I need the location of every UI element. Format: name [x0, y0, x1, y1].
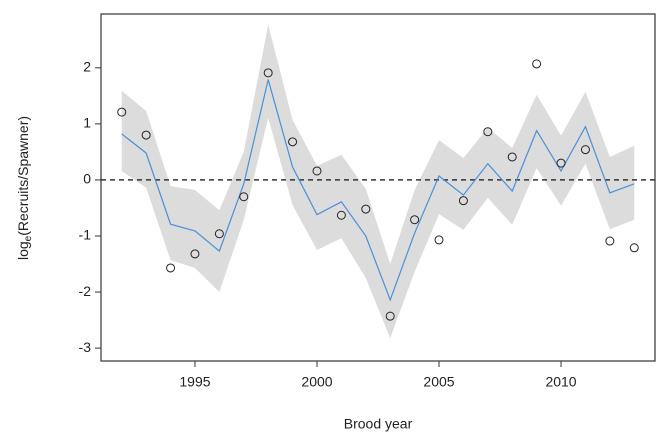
- confidence-band: [121, 24, 635, 339]
- observed-point: [385, 311, 395, 321]
- observed-point: [166, 263, 176, 273]
- y-tick-label: -1: [79, 227, 92, 243]
- observed-point: [629, 243, 639, 253]
- fitted-line: [121, 79, 635, 302]
- x-axis-label: Brood year: [344, 416, 413, 432]
- observed-point: [336, 210, 346, 220]
- observed-point: [141, 130, 151, 140]
- x-tick-label: 2000: [301, 374, 332, 390]
- observed-point: [434, 235, 444, 245]
- observed-point: [239, 192, 249, 202]
- x-tick-label: 1995: [179, 374, 210, 390]
- observed-point: [410, 215, 420, 225]
- y-tick-label: 1: [83, 115, 91, 131]
- observed-point: [361, 204, 371, 214]
- y-label-subscript: e: [23, 235, 34, 241]
- y-label-rest: (Recruits/Spawner): [15, 116, 31, 236]
- observed-point: [556, 158, 566, 168]
- observed-point: [580, 145, 590, 155]
- observed-point: [483, 127, 493, 137]
- y-tick-label: 0: [83, 171, 91, 187]
- observed-point: [263, 68, 273, 78]
- observed-point: [190, 249, 200, 259]
- y-tick-label: 2: [83, 59, 91, 75]
- y-tick-label: -3: [79, 339, 92, 355]
- y-label-base: log: [15, 241, 31, 260]
- x-tick-label: 2005: [423, 374, 454, 390]
- observed-point: [214, 229, 224, 239]
- plot-frame: [100, 13, 656, 362]
- observed-point: [532, 59, 542, 69]
- observed-point: [312, 166, 322, 176]
- x-tick-label: 2010: [545, 374, 576, 390]
- observed-point: [288, 137, 298, 147]
- observed-point: [605, 236, 615, 246]
- y-tick-label: -2: [79, 283, 92, 299]
- observed-point: [117, 107, 127, 117]
- y-axis-label: loge(Recruits/Spawner): [15, 116, 34, 260]
- observed-point: [507, 152, 517, 162]
- observed-point: [458, 196, 468, 206]
